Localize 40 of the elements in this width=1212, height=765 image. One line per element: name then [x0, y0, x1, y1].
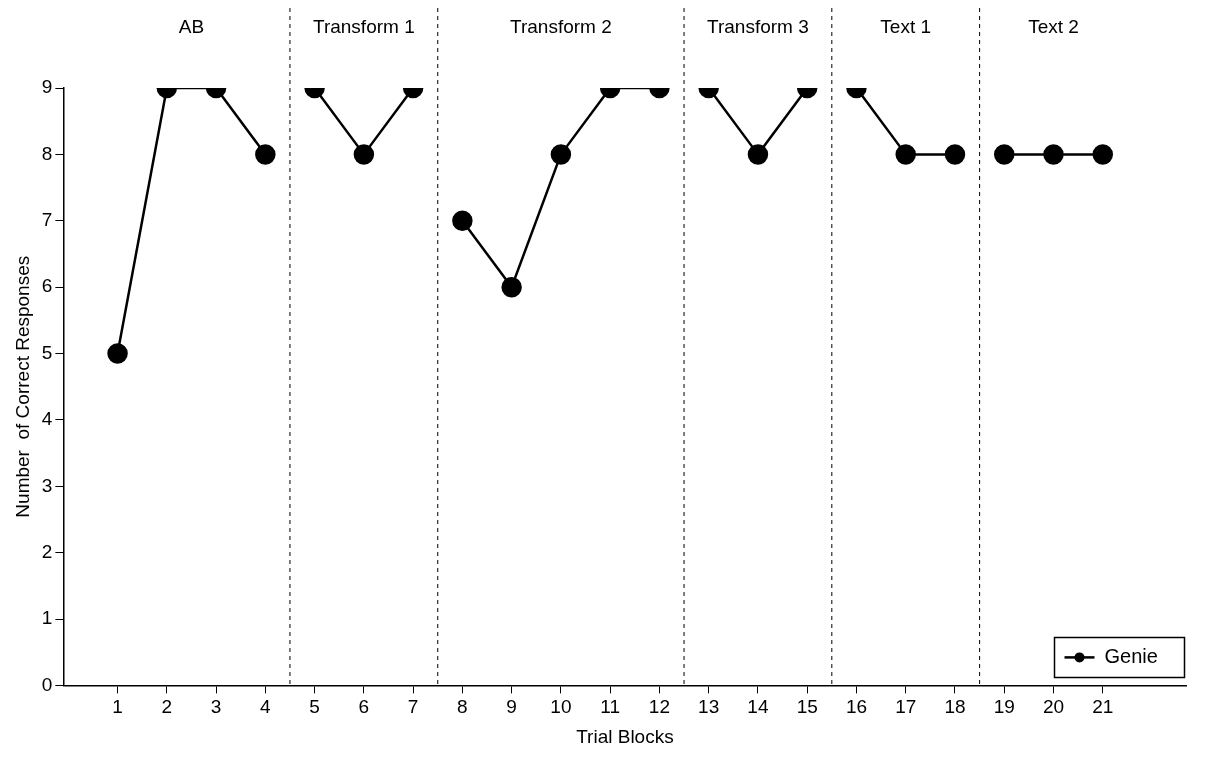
x-tick-label: 9 — [506, 696, 517, 718]
y-axis-title: Number of Correct Responses — [11, 255, 33, 518]
x-tick-label: 6 — [358, 696, 370, 718]
y-tick-label: 3 — [41, 474, 53, 496]
text: Text 1 — [880, 16, 932, 38]
x-tick-label: 21 — [1092, 696, 1114, 718]
y-tick-label: 1 — [41, 607, 53, 629]
y-tick-label: 9 — [41, 76, 53, 98]
x-tick-label: 18 — [944, 696, 966, 718]
x-tick-label: 16 — [845, 696, 868, 718]
x-tick-label: 20 — [1042, 696, 1065, 718]
x-tick-label: 11 — [600, 696, 621, 718]
x-tick-label: 7 — [407, 696, 419, 718]
x-tick-label: 14 — [747, 696, 769, 718]
x-tick-label: 17 — [895, 696, 917, 718]
text: Transform 2 — [510, 16, 612, 38]
y-tick-label: 7 — [41, 208, 53, 230]
x-tick-label: 3 — [210, 696, 222, 718]
y-tick-label: 2 — [41, 540, 53, 562]
x-tick-label: 2 — [161, 696, 173, 718]
text: Transform 3 — [707, 16, 809, 38]
y-tick-label: 4 — [41, 408, 53, 430]
x-tick-label: 8 — [457, 696, 468, 718]
text: AB — [178, 16, 205, 38]
text: Text 2 — [1028, 16, 1079, 38]
x-tick-label: 19 — [993, 696, 1015, 718]
x-tick-label: 1 — [112, 696, 123, 718]
y-tick-label: 5 — [41, 341, 53, 363]
x-tick-label: 15 — [796, 696, 818, 718]
x-tick-label: 5 — [309, 696, 320, 718]
y-tick-label: 6 — [41, 275, 53, 297]
x-tick-label: 13 — [698, 696, 720, 718]
legend-label: Genie — [1104, 644, 1158, 667]
y-tick-label: 8 — [41, 142, 53, 164]
x-tick-label: 12 — [648, 696, 670, 718]
y-tick-label: 0 — [41, 673, 53, 695]
x-axis-title: Trial Blocks — [576, 725, 674, 747]
x-tick-label: 4 — [260, 696, 272, 718]
x-tick-label: 10 — [550, 696, 572, 718]
text: Transform 1 — [312, 16, 415, 38]
